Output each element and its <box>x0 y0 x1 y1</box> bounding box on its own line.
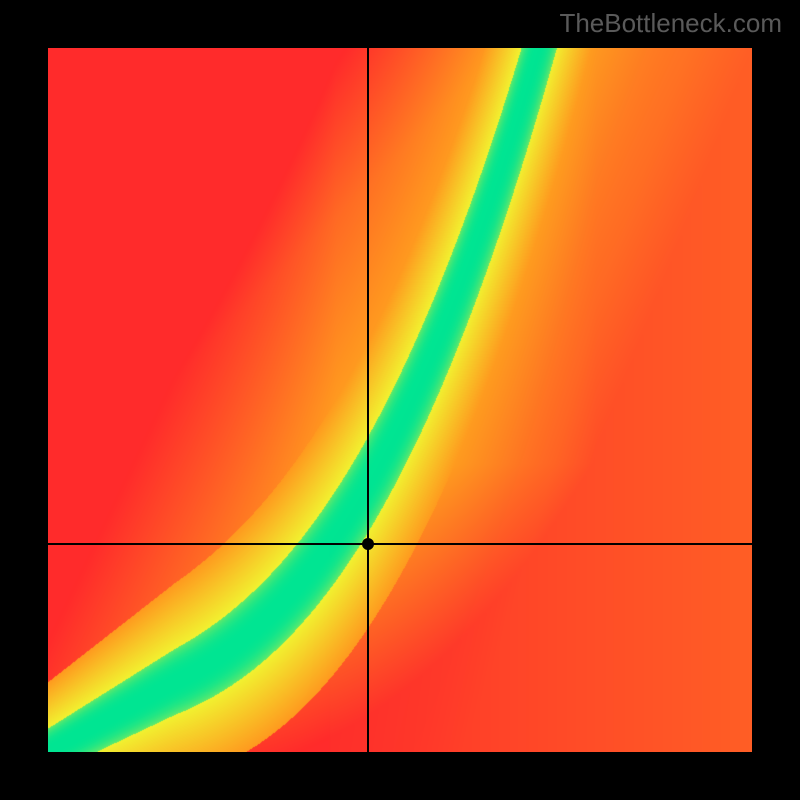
crosshair-vertical <box>367 48 369 752</box>
heatmap-canvas <box>48 48 752 752</box>
heatmap-plot <box>48 48 752 752</box>
crosshair-horizontal <box>48 543 752 545</box>
watermark-text: TheBottleneck.com <box>559 8 782 39</box>
crosshair-marker <box>362 538 374 550</box>
